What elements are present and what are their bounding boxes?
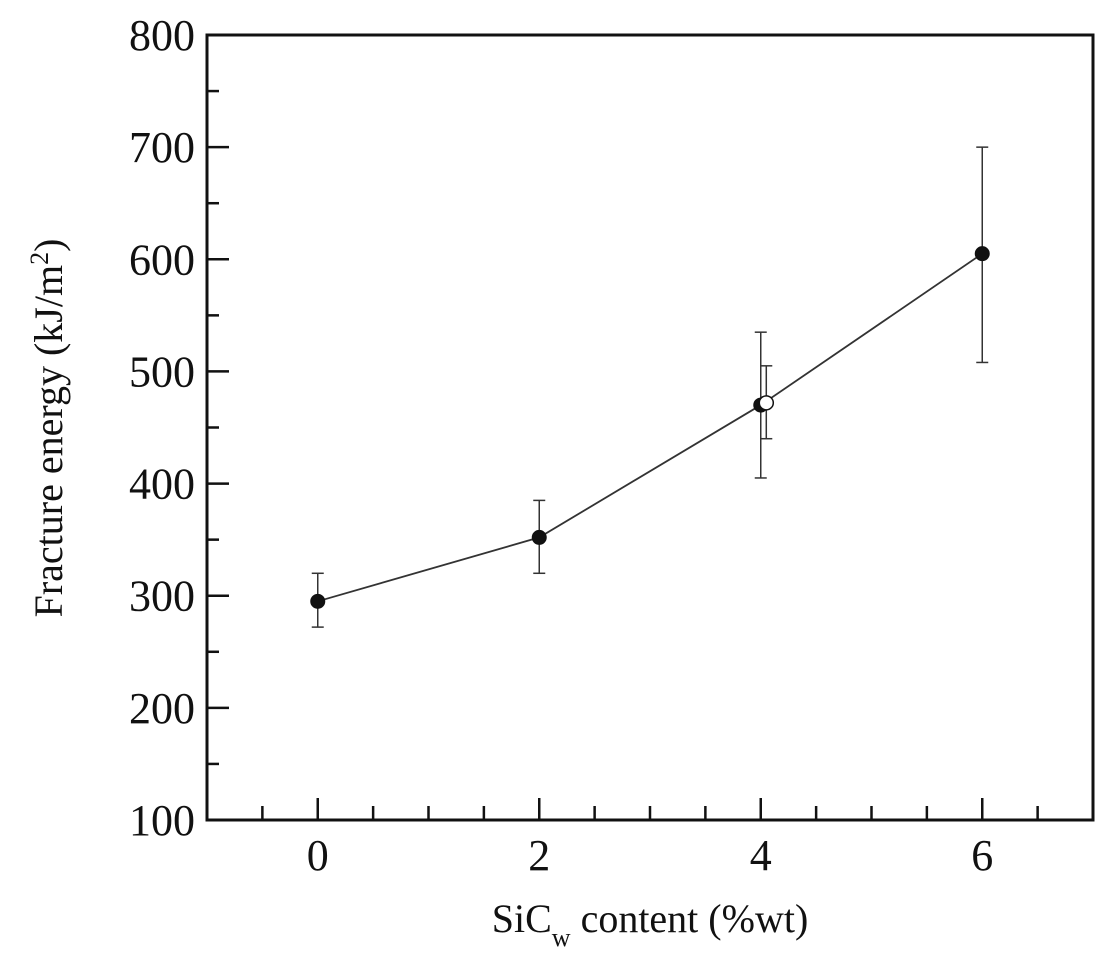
axis-ticks (207, 33, 1039, 822)
x-tick-label: 2 (528, 831, 550, 880)
y-tick-label: 500 (129, 347, 195, 396)
x-tick-labels: 0 2 4 6 (307, 831, 994, 880)
y-tick-label: 400 (129, 460, 195, 509)
data-point (531, 529, 547, 545)
data-point (974, 246, 990, 262)
y-tick-label: 300 (129, 572, 195, 621)
data-point (310, 593, 326, 609)
y-tick-label: 800 (129, 11, 195, 60)
y-tick-label: 200 (129, 684, 195, 733)
y-tick-labels: 100 200 300 400 500 600 700 800 (129, 11, 195, 845)
series-line (317, 252, 983, 603)
x-tick-label: 6 (971, 831, 993, 880)
plot-frame (205, 33, 1095, 822)
y-tick-label: 700 (129, 123, 195, 172)
x-tick-label: 4 (750, 831, 772, 880)
data-point-open (758, 395, 775, 411)
series-layer (310, 146, 990, 628)
y-tick-label: 600 (129, 235, 195, 284)
x-axis-label: SiCw content (%wt) (492, 896, 809, 952)
y-axis-label: Fracture energy (kJ/m2) (25, 239, 71, 618)
x-tick-label: 0 (307, 831, 329, 880)
y-tick-label: 100 (129, 796, 195, 845)
